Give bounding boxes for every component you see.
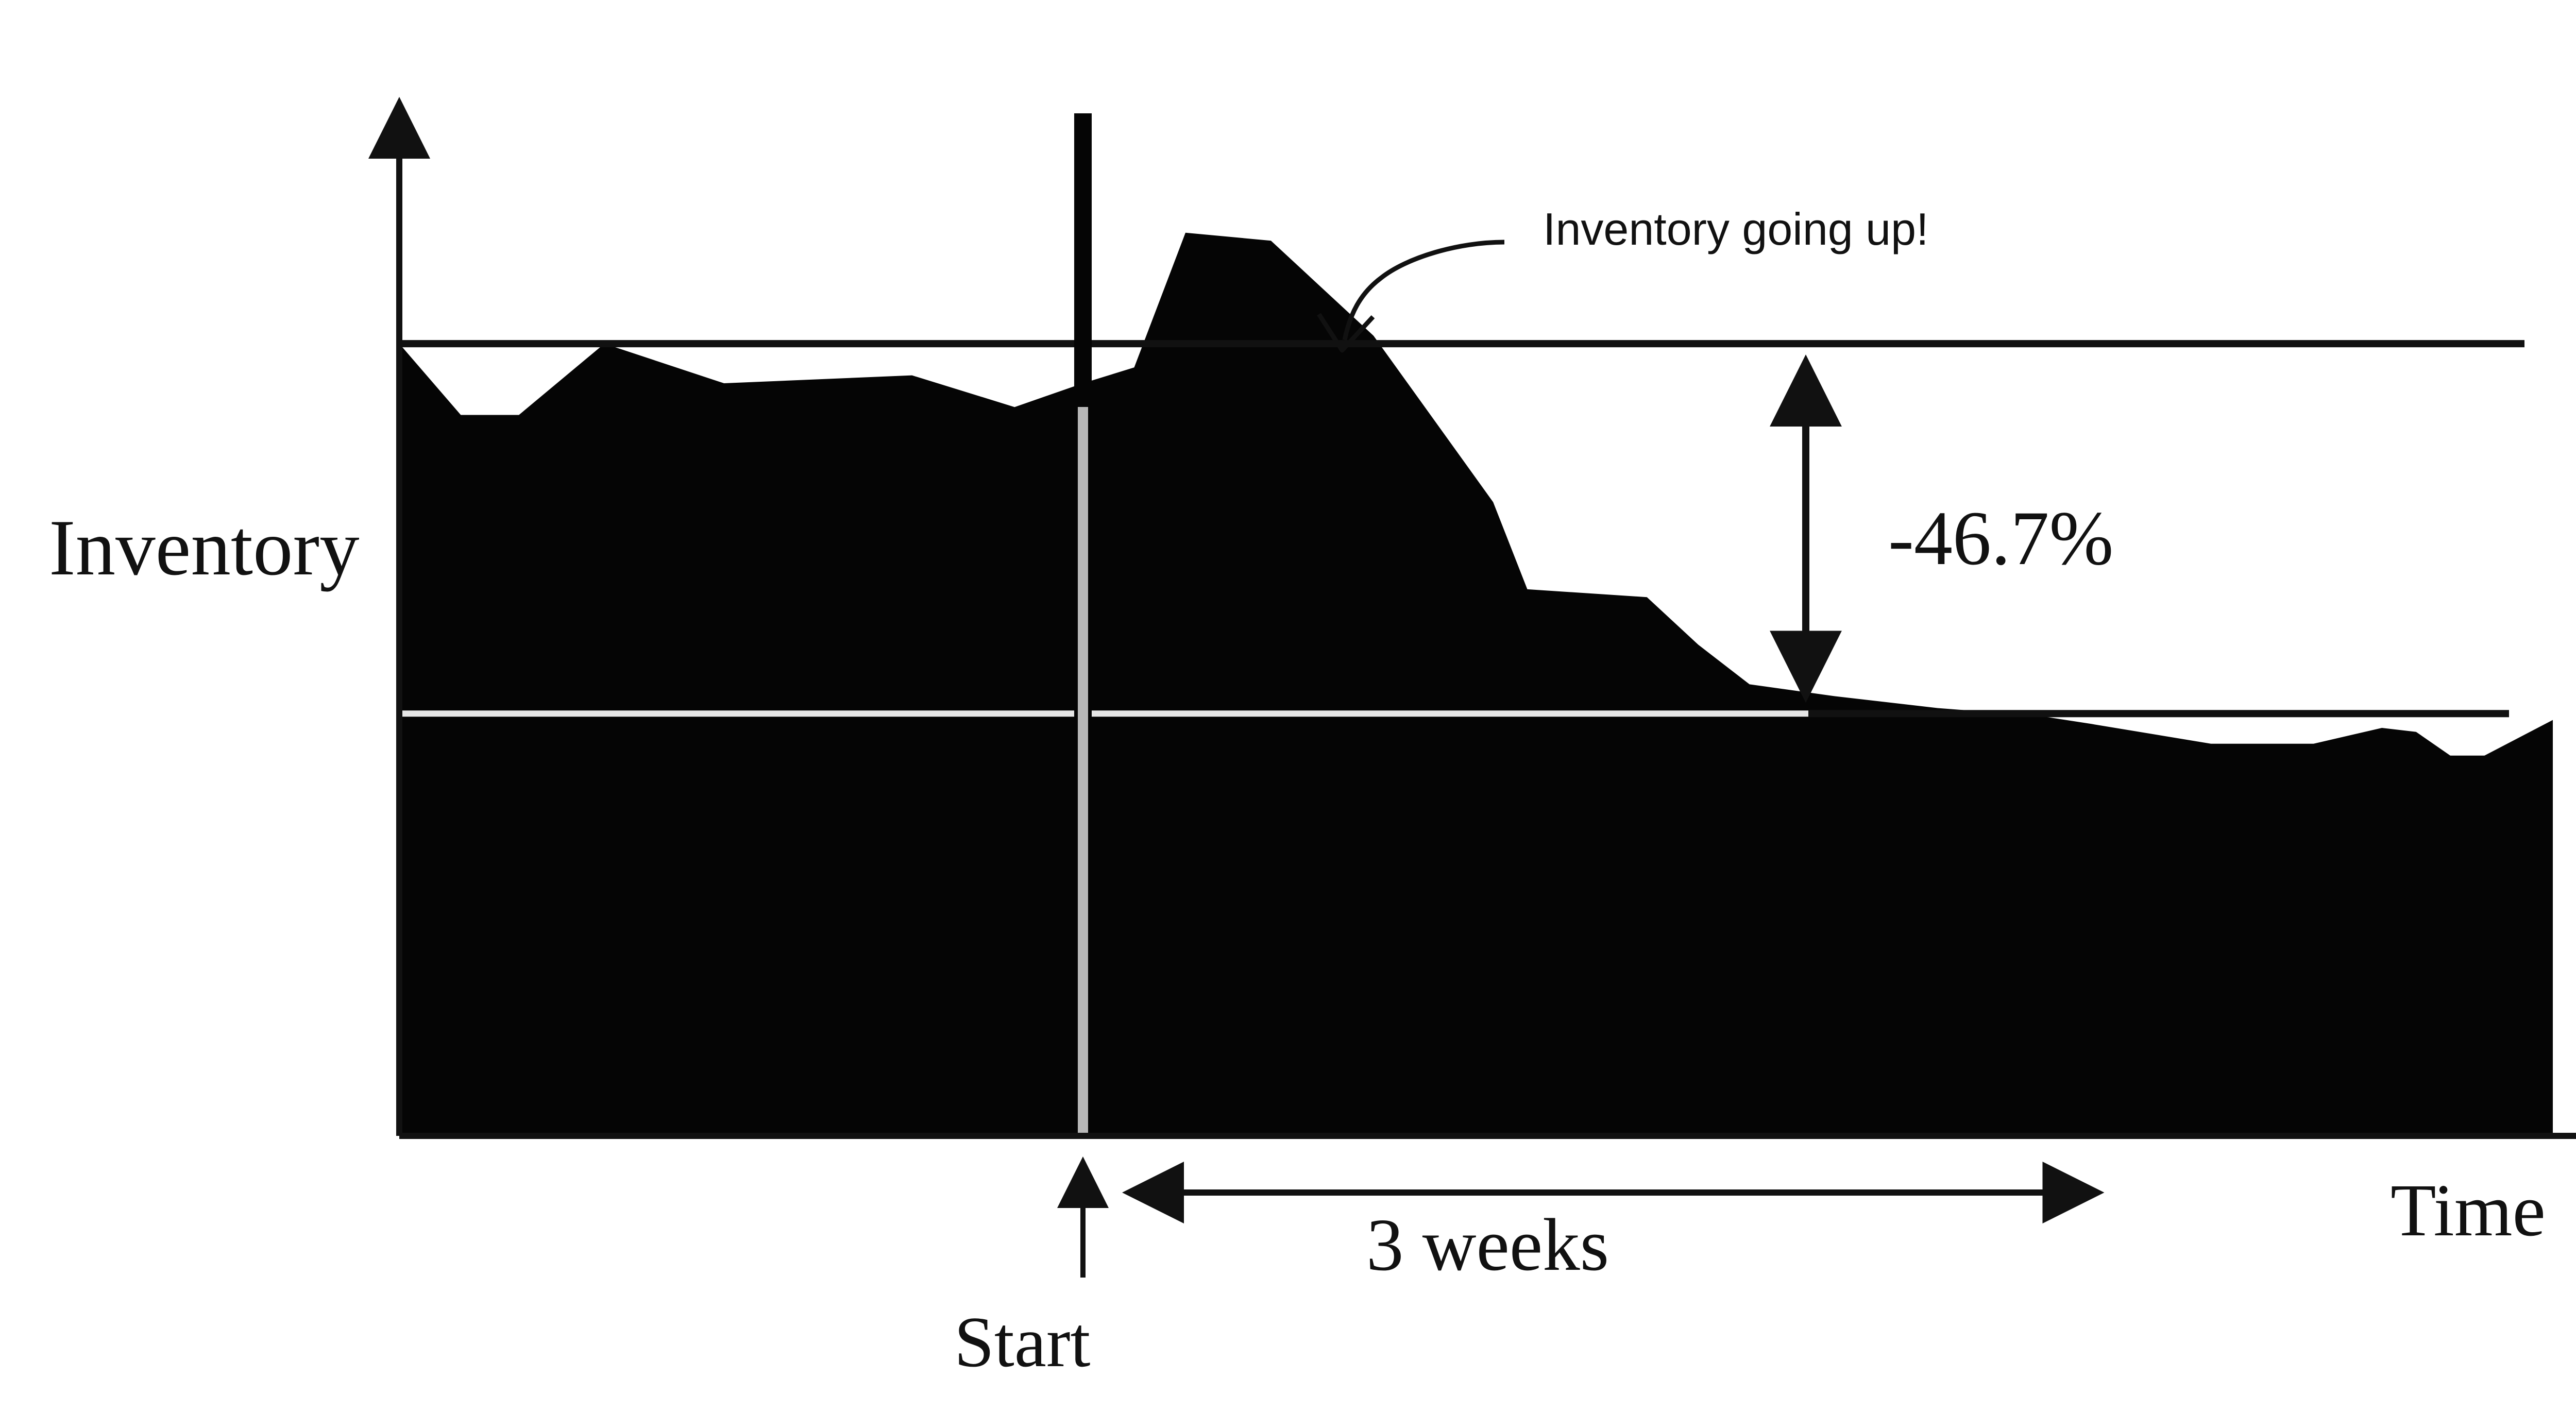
change-label: -46.7%	[1888, 496, 2113, 581]
start-label: Start	[954, 1302, 1091, 1382]
reference-lines-layer	[397, 113, 2524, 1136]
callout-arrowhead-icon	[1317, 313, 1375, 353]
duration-label: 3 weeks	[1366, 1204, 1609, 1286]
callout-curve	[1342, 240, 1505, 341]
inventory-area	[399, 232, 2553, 1136]
annotations-layer	[1057, 240, 2105, 1278]
chart-area-layer	[399, 232, 2553, 1136]
x-axis-label: Time	[2391, 1169, 2546, 1252]
axes-layer	[368, 97, 2576, 1139]
callout-label: Inventory going up!	[1543, 203, 1929, 254]
y-axis-label: Inventory	[49, 503, 360, 592]
